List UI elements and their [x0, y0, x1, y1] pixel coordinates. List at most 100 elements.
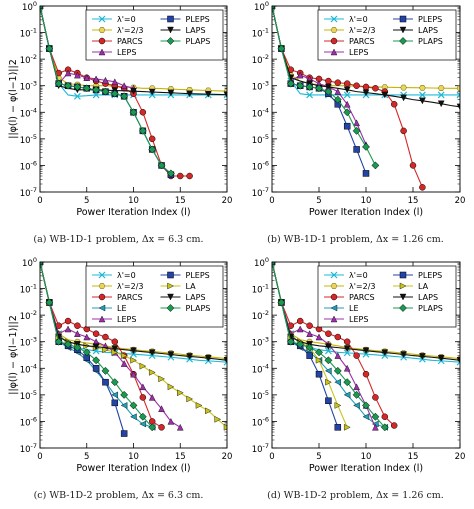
legend-item-laps: LAPS: [160, 293, 206, 302]
y-tick-label: 10-5: [20, 133, 37, 146]
y-tick-label: 10-3: [20, 80, 37, 93]
y-tick-label: 10-6: [20, 159, 37, 172]
data-point-laps: [186, 90, 193, 98]
data-point-plaps: [120, 92, 129, 101]
series-markers-plaps: [272, 262, 389, 432]
data-point-la: [344, 423, 351, 431]
data-point-lambda-0: [343, 349, 351, 357]
data-point-parcs: [148, 135, 156, 143]
x-tick-label: 20: [222, 452, 233, 462]
legend-item-parcs: PARCS: [324, 37, 375, 46]
legend-marker-pleps: [399, 271, 407, 279]
data-point-la: [186, 395, 194, 403]
data-point-laps: [437, 100, 445, 108]
y-tick-label: 10-5: [252, 389, 269, 402]
legend-marker-lambda-0: [330, 271, 338, 279]
data-point-plaps: [138, 126, 147, 135]
x-tick-label: 10: [128, 196, 139, 206]
legend-marker-lambda-0: [98, 271, 106, 279]
data-point-la: [177, 389, 184, 397]
data-point-la: [130, 356, 137, 364]
legend-marker-lambda-0: [330, 15, 338, 23]
legend-marker-leps: [98, 315, 106, 323]
y-tick-label: 10-1: [20, 27, 37, 40]
data-point-plaps: [148, 423, 157, 432]
chart-panel-2: 10-7 10-6 10-5 10-4 10-3 10-2 10-1 100 0 5 10 15 20 λ…: [252, 0, 466, 218]
legend-marker-la: [399, 282, 407, 290]
data-point-leps: [296, 71, 304, 79]
data-point-parcs: [390, 422, 398, 429]
data-point-laps: [381, 91, 389, 99]
legend-label: PLEPS: [418, 15, 442, 24]
legend-marker-plaps: [399, 37, 407, 45]
data-point-plaps: [315, 348, 323, 357]
legend-item-laps: LAPS: [160, 26, 206, 35]
y-tick-label: 10-2: [20, 309, 37, 322]
plot-frame: [39, 5, 228, 193]
legend-label: PLEPS: [186, 15, 210, 24]
data-point-laps: [325, 343, 332, 351]
data-point-laps: [325, 83, 332, 91]
data-point-la: [315, 356, 323, 364]
data-point-leps: [372, 423, 379, 431]
legend: λ'=0 λ'=2/3 PARCS LE LEPS PLEPS LA LAPS PLAPS: [85, 265, 224, 328]
legend-marker-leps: [330, 315, 338, 323]
x-tick-label: 15: [408, 196, 419, 206]
legend-label: LA: [186, 282, 197, 291]
legend-label: PARCS: [349, 37, 375, 46]
data-point-plaps: [343, 378, 352, 387]
data-point-plaps: [286, 337, 295, 346]
data-point-lambda-0: [306, 91, 314, 99]
data-point-parcs: [139, 394, 147, 401]
x-tick-label: 20: [455, 196, 466, 206]
data-point-lambda-0: [437, 91, 445, 99]
legend-label: LEPS: [117, 48, 136, 57]
series-markers-la: [40, 262, 227, 431]
legend-label: PLEPS: [186, 271, 210, 280]
legend-label: LAPS: [418, 293, 438, 302]
legend-label: λ'=0: [117, 15, 136, 24]
y-tick-label: 10-3: [20, 336, 37, 349]
data-point-leps: [176, 423, 184, 431]
data-point-leps: [334, 88, 342, 95]
data-point-plaps: [110, 89, 119, 98]
legend-marker-le: [330, 304, 338, 312]
data-point-plaps: [45, 44, 54, 53]
data-point-parcs: [343, 338, 351, 345]
data-point-leps: [83, 74, 91, 81]
data-point-laps: [381, 349, 389, 357]
y-tick-label: 10-1: [252, 27, 269, 40]
x-tick-label: 0: [37, 452, 42, 462]
data-point-plaps: [324, 356, 333, 365]
data-point-plaps: [371, 161, 380, 170]
legend-item-parcs: PARCS: [92, 293, 143, 302]
data-point-parcs: [362, 370, 370, 378]
data-point-plaps: [101, 87, 110, 96]
x-axis-label: Power Iteration Index (l): [309, 207, 423, 218]
data-point-laps: [343, 345, 351, 353]
data-point-leps: [148, 393, 156, 401]
data-point-laps: [456, 357, 460, 364]
legend-label: LEPS: [349, 48, 368, 57]
data-point-le: [111, 391, 119, 399]
data-point-plaps: [54, 337, 63, 346]
legend: λ'=0 λ'=2/3 PARCS LE LEPS PLEPS LA LAPS PLAPS: [317, 265, 457, 328]
data-point-plaps: [73, 82, 82, 91]
data-point-laps: [223, 357, 227, 364]
data-point-plaps: [315, 84, 323, 93]
data-point-plaps: [110, 378, 119, 387]
data-point-leps: [120, 82, 128, 89]
data-point-lambda-0: [73, 92, 81, 100]
y-tick-label: 10-3: [252, 336, 269, 349]
data-point-lambda-0: [130, 350, 137, 358]
legend-label: PLAPS: [186, 37, 211, 46]
data-point-la: [148, 369, 156, 376]
y-ticks: 10-7 10-6 10-5 10-4 10-3 10-2 10-1 100: [252, 256, 460, 455]
data-point-laps: [343, 86, 351, 94]
data-point-laps: [204, 354, 212, 362]
data-point-pleps: [334, 424, 342, 431]
data-point-parcs: [325, 77, 332, 85]
data-point-plaps: [277, 298, 286, 307]
data-point-laps: [223, 91, 227, 99]
legend-label: LE: [349, 304, 359, 313]
